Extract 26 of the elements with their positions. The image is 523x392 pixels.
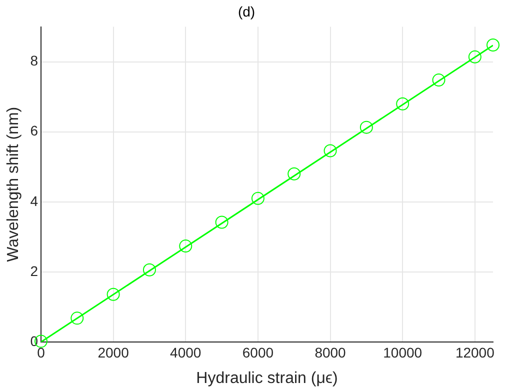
x-tick-label: 10000 <box>383 344 422 360</box>
point <box>360 120 373 134</box>
x-tick-label: 8000 <box>314 344 346 360</box>
point <box>142 263 156 276</box>
y-tick-label: 4 <box>30 192 38 209</box>
point <box>106 288 120 301</box>
point <box>215 216 228 229</box>
x-tick-label: 12000 <box>455 344 495 360</box>
point <box>251 192 264 205</box>
y-axis-title: Wavelength shift (nm) <box>5 106 22 262</box>
point <box>70 312 84 325</box>
y-tick-label: 6 <box>30 122 38 139</box>
point <box>486 38 500 52</box>
x-tick-label: 4000 <box>170 344 202 360</box>
point <box>324 144 337 158</box>
x-tick-label: 2000 <box>98 344 130 360</box>
point <box>179 240 192 253</box>
x-axis-title: Hydraulic strain (μϵ) <box>196 370 338 387</box>
point <box>468 50 482 64</box>
y-tick-label: 8 <box>30 52 38 69</box>
y-tick-label: 2 <box>30 262 38 279</box>
point <box>432 74 446 87</box>
point <box>396 97 410 110</box>
point <box>288 167 301 180</box>
x-tick-label: 6000 <box>242 344 274 360</box>
chart-title: (d) <box>238 3 256 20</box>
